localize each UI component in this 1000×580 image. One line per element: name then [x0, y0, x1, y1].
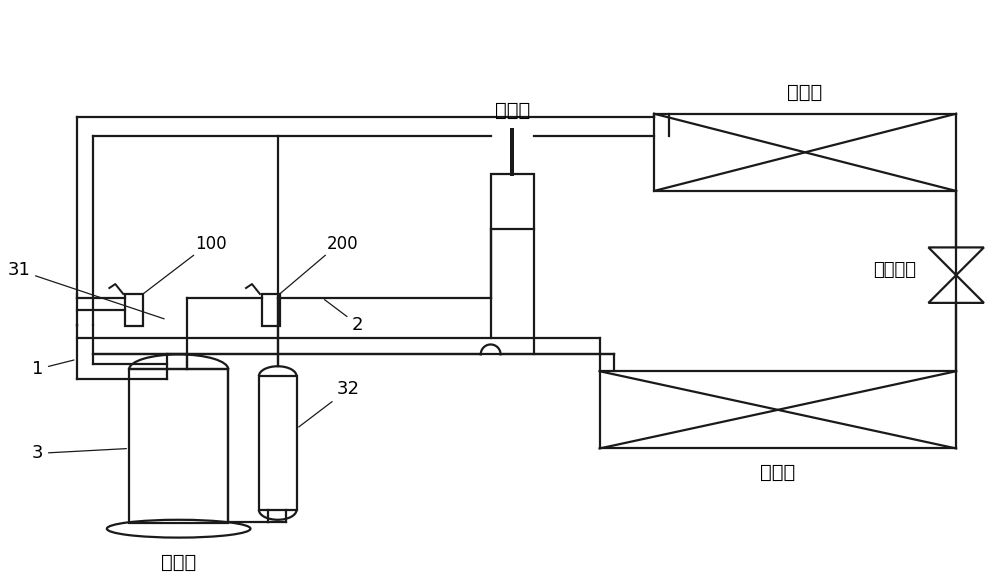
Bar	[654, 114, 956, 191]
Text: 200: 200	[327, 235, 359, 253]
Text: 蹒发器: 蹒发器	[760, 463, 796, 483]
Text: 3: 3	[31, 444, 126, 462]
Text: 100: 100	[196, 235, 227, 253]
Text: 冷凝器: 冷凝器	[787, 83, 823, 102]
Bar	[129, 369, 228, 523]
Bar	[491, 174, 534, 229]
Text: 节流装置: 节流装置	[874, 261, 917, 279]
Bar	[262, 294, 280, 325]
Text: 压缩机: 压缩机	[161, 553, 196, 571]
Text: 32: 32	[299, 380, 360, 427]
Text: 1: 1	[32, 360, 74, 378]
Text: 2: 2	[325, 300, 363, 334]
Bar	[600, 371, 956, 448]
Text: 31: 31	[7, 261, 164, 319]
Text: 四通阀: 四通阀	[495, 101, 530, 119]
Bar	[259, 376, 297, 510]
Bar	[125, 294, 143, 325]
